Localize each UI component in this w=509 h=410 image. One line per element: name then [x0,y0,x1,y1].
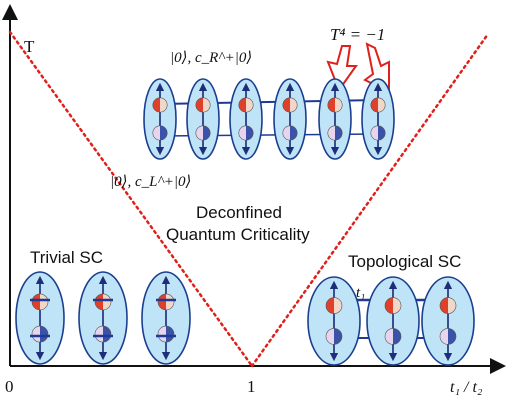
phase-boundary-right [250,32,490,368]
topo-site-3 [421,276,475,366]
top-chain-site-2 [186,78,220,160]
trivial-site-2 [78,271,128,365]
x-tick-1: 1 [247,377,256,396]
dqc-label-line2: Quantum Criticality [166,225,310,244]
topological-sc-label: Topological SC [348,252,461,271]
y-axis-label: T [24,37,35,56]
phase-boundary-left [8,30,254,368]
trivial-site-3 [141,271,191,365]
topo-site-2 [366,276,420,366]
state-label-bottom: |0⟩, c_L^+|0⟩ [110,174,191,190]
top-chain-site-3 [229,78,263,160]
topo-site-1 [307,276,361,366]
top-chain-site-4 [273,78,307,160]
top-chain-site-6 [361,78,395,160]
trivial-site-1 [15,271,65,365]
x-tick-0: 0 [5,377,14,396]
state-label-top: |0⟩, c_R^+|0⟩ [170,50,252,66]
top-chain-site-1 [143,78,177,160]
x-axis-label: t₁ / t₂ [450,379,483,396]
dqc-label-line1: Deconfined [196,203,282,222]
trivial-sc-label: Trivial SC [30,248,103,267]
topo-hop-label: t₁ [356,285,365,301]
top-chain-site-5 [318,78,352,160]
t4-relation-label: T⁴ = −1 [330,25,385,44]
